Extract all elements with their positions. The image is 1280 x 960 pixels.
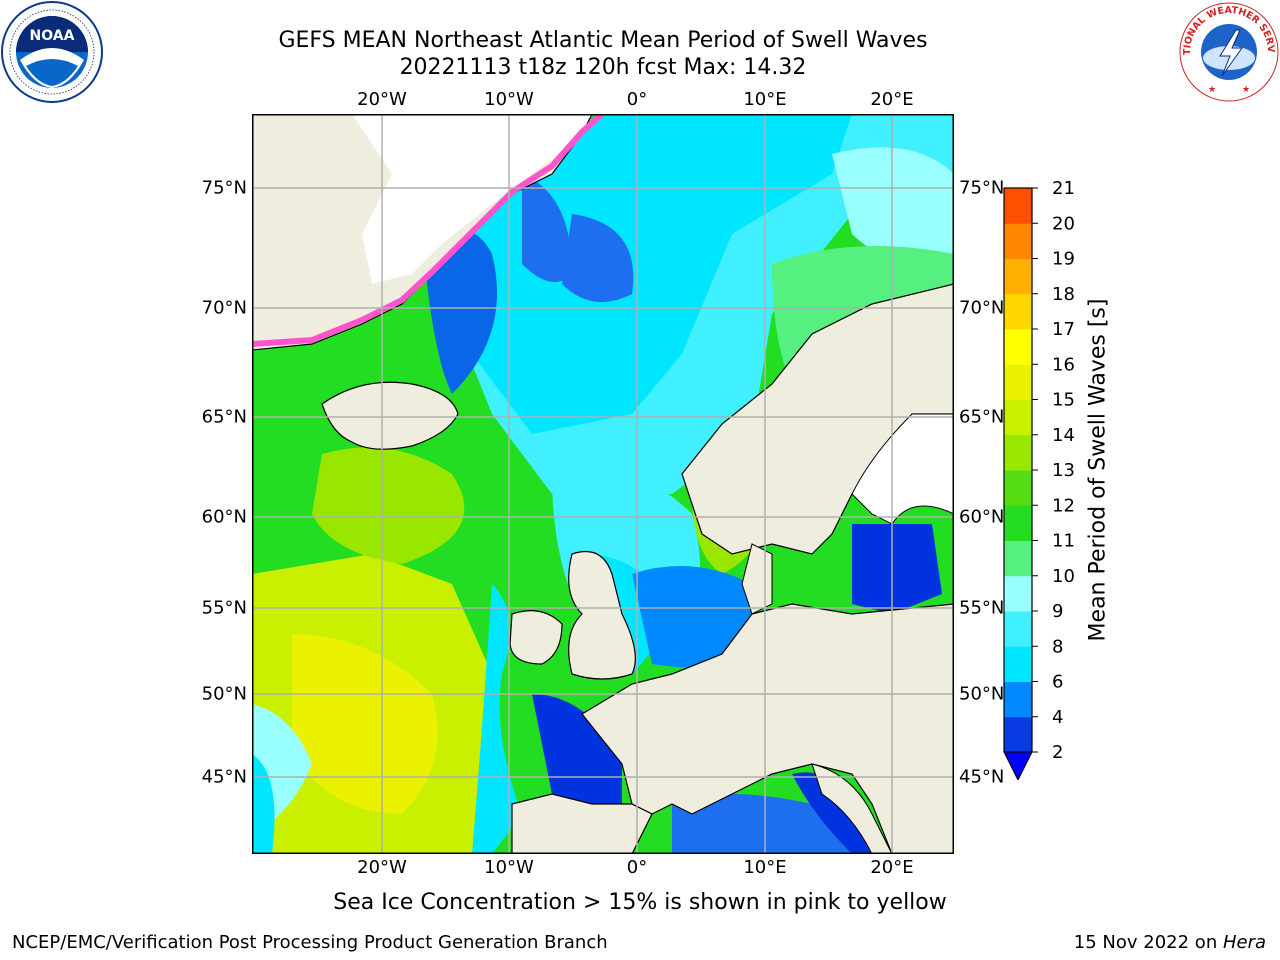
top-longitude-label: 0° bbox=[626, 89, 648, 110]
colorbar-label: Mean Period of Swell Waves [s] bbox=[1085, 298, 1111, 642]
nws-logo-icon: NATIONAL WEATHER SERVICE ★ ★ bbox=[1178, 0, 1279, 102]
colorbar-tick-label: 21 bbox=[1052, 180, 1075, 199]
right-latitude-label: 50°N bbox=[959, 683, 1005, 705]
chart-title: GEFS MEAN Northeast Atlantic Mean Period… bbox=[278, 28, 928, 53]
left-latitude-label: 70°N bbox=[201, 297, 247, 319]
colorbar-tick-label: 12 bbox=[1052, 495, 1075, 516]
colorbar-segment bbox=[1004, 329, 1032, 365]
colorbar-tick-label: 6 bbox=[1052, 672, 1063, 693]
svg-text:★: ★ bbox=[1208, 85, 1216, 95]
bottom-longitude-label: 10°W bbox=[484, 857, 534, 878]
colorbar-tick-label: 19 bbox=[1052, 249, 1075, 270]
colorbar-tick-label: 20 bbox=[1052, 213, 1075, 234]
colorbar-tick-label: 15 bbox=[1052, 390, 1075, 411]
noaa-logo-icon: NOAA bbox=[1, 1, 103, 103]
left-latitude-label: 75°N bbox=[201, 177, 247, 199]
colorbar-tick-label: 17 bbox=[1052, 319, 1075, 340]
left-latitude-label: 60°N bbox=[201, 506, 247, 528]
right-latitude-label: 60°N bbox=[959, 506, 1005, 528]
swell-period-map bbox=[252, 114, 954, 854]
left-latitude-label: 50°N bbox=[201, 683, 247, 705]
top-longitude-label: 20°W bbox=[357, 89, 407, 110]
right-latitude-label: 75°N bbox=[959, 177, 1005, 199]
colorbar-segment bbox=[1004, 540, 1032, 577]
left-latitude-label: 65°N bbox=[201, 406, 247, 428]
colorbar-segment bbox=[1004, 681, 1032, 718]
colorbar-segment bbox=[1004, 505, 1032, 541]
colorbar-segment bbox=[1004, 575, 1032, 612]
colorbar-tick-label: 8 bbox=[1052, 636, 1063, 657]
sea-ice-note: Sea Ice Concentration > 15% is shown in … bbox=[333, 890, 947, 915]
colorbar-tick-label: 2 bbox=[1052, 742, 1063, 763]
colorbar-segment bbox=[1004, 716, 1032, 753]
footer-date-text: 15 Nov 2022 on bbox=[1073, 932, 1223, 953]
colorbar-tick-label: 18 bbox=[1052, 284, 1075, 305]
top-longitude-label: 10°W bbox=[484, 89, 534, 110]
colorbar: 2 4 6 8 9 10 11 12 13 14 15 16 17 18 19 20 21 bbox=[1003, 180, 1075, 780]
bottom-longitude-label: 20°E bbox=[870, 857, 914, 878]
svg-text:★: ★ bbox=[1242, 85, 1250, 95]
colorbar-tick-label: 9 bbox=[1052, 601, 1063, 622]
colorbar-tick-label: 4 bbox=[1052, 707, 1063, 728]
colorbar-tick-label: 16 bbox=[1052, 354, 1075, 375]
svg-text:NOAA: NOAA bbox=[30, 28, 75, 44]
colorbar-segment bbox=[1004, 399, 1032, 436]
top-longitude-label: 20°E bbox=[870, 89, 914, 110]
left-latitude-label: 55°N bbox=[201, 597, 247, 619]
chart-subtitle: 20221113 t18z 120h fcst Max: 14.32 bbox=[399, 55, 807, 80]
footer-date: 15 Nov 2022 on Hera bbox=[1074, 932, 1266, 953]
colorbar-segment bbox=[1004, 293, 1032, 330]
right-latitude-label: 45°N bbox=[959, 766, 1005, 788]
bottom-longitude-label: 20°W bbox=[357, 857, 407, 878]
colorbar-segment bbox=[1004, 646, 1032, 682]
colorbar-segment bbox=[1004, 364, 1032, 400]
footer-host: Hera bbox=[1222, 932, 1266, 953]
colorbar-segment bbox=[1004, 188, 1032, 224]
right-latitude-label: 70°N bbox=[959, 297, 1005, 319]
bottom-longitude-label: 0° bbox=[626, 857, 648, 878]
colorbar-tick-label: 10 bbox=[1052, 566, 1075, 587]
top-longitude-label: 10°E bbox=[743, 89, 787, 110]
colorbar-segment bbox=[1004, 611, 1032, 647]
colorbar-segment bbox=[1004, 223, 1032, 259]
credit-text: NCEP/EMC/Verification Post Processing Pr… bbox=[12, 932, 608, 953]
right-latitude-label: 65°N bbox=[959, 406, 1005, 428]
left-latitude-label: 45°N bbox=[201, 766, 247, 788]
bottom-longitude-label: 10°E bbox=[743, 857, 787, 878]
colorbar-tick-label: 13 bbox=[1052, 460, 1075, 481]
colorbar-tick-label: 11 bbox=[1052, 531, 1075, 552]
colorbar-segment bbox=[1004, 258, 1032, 295]
colorbar-tick-label: 14 bbox=[1052, 425, 1075, 446]
right-latitude-label: 55°N bbox=[959, 597, 1005, 619]
colorbar-segment bbox=[1004, 434, 1032, 471]
colorbar-segment bbox=[1004, 470, 1032, 506]
